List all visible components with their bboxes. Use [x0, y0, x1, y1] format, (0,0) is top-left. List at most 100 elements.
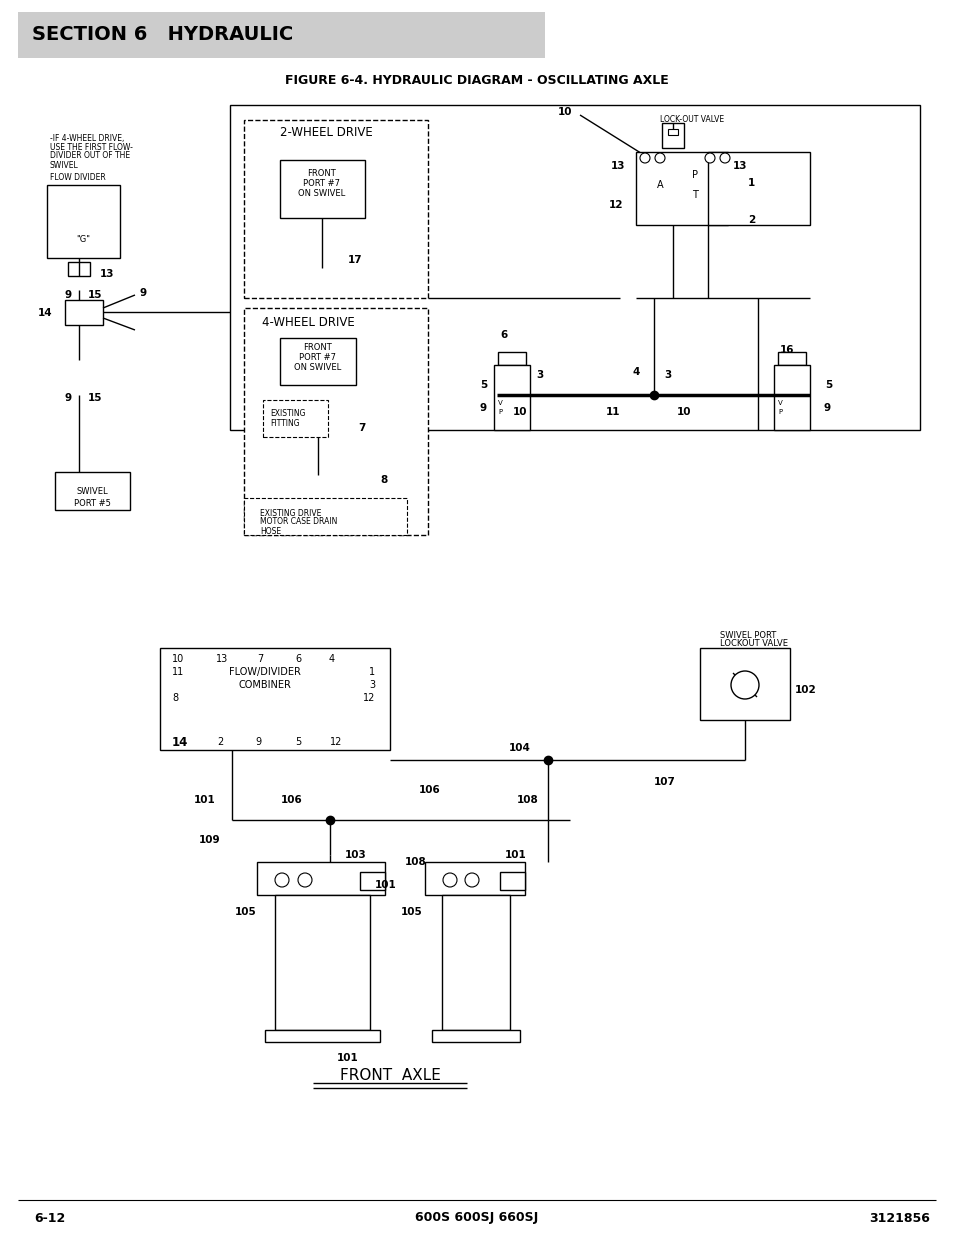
Circle shape [464, 873, 478, 887]
Text: FLOW/DIVIDER: FLOW/DIVIDER [229, 667, 300, 677]
Text: 10: 10 [512, 408, 527, 417]
Text: 12: 12 [330, 737, 342, 747]
Text: SWIVEL: SWIVEL [76, 488, 108, 496]
Text: HOSE: HOSE [260, 526, 281, 536]
Text: 5: 5 [479, 380, 486, 390]
Text: 10: 10 [557, 107, 572, 117]
Bar [700, 648, 789, 720]
Bar [497, 352, 525, 366]
Text: 9: 9 [823, 403, 830, 412]
Text: 106: 106 [418, 785, 440, 795]
Text: ON SWIVEL: ON SWIVEL [294, 363, 341, 373]
Text: FLOW DIVIDER: FLOW DIVIDER [50, 173, 106, 183]
Text: 109: 109 [199, 835, 220, 845]
Text: 13: 13 [610, 161, 624, 170]
Text: 9: 9 [140, 288, 147, 298]
Bar [244, 498, 407, 535]
Text: FITTING: FITTING [270, 420, 299, 429]
Text: 104: 104 [509, 743, 531, 753]
Bar [18, 12, 544, 58]
Bar [263, 400, 328, 437]
Text: 107: 107 [654, 777, 676, 787]
Text: 13: 13 [215, 655, 228, 664]
Circle shape [655, 153, 664, 163]
Text: 101: 101 [375, 881, 396, 890]
Text: 17: 17 [348, 254, 362, 266]
Text: 5: 5 [294, 737, 301, 747]
Text: 7: 7 [357, 424, 365, 433]
Text: 15: 15 [88, 393, 102, 403]
Text: 11: 11 [605, 408, 619, 417]
Text: 105: 105 [401, 906, 422, 918]
Bar [244, 308, 428, 535]
Bar [160, 648, 390, 750]
Text: 2-WHEEL DRIVE: 2-WHEEL DRIVE [280, 126, 373, 140]
Text: 10: 10 [172, 655, 184, 664]
Text: 3121856: 3121856 [868, 1212, 929, 1224]
Circle shape [704, 153, 714, 163]
Text: V: V [778, 400, 781, 406]
Text: 12: 12 [362, 693, 375, 703]
Text: 4-WHEEL DRIVE: 4-WHEEL DRIVE [262, 315, 355, 329]
Text: 9: 9 [65, 290, 71, 300]
Bar [274, 895, 370, 1030]
Text: 101: 101 [504, 850, 526, 860]
Text: 600S 600SJ 660SJ: 600S 600SJ 660SJ [415, 1212, 538, 1224]
Text: P: P [778, 409, 781, 415]
Text: EXISTING: EXISTING [270, 409, 305, 417]
Bar [65, 300, 103, 325]
Circle shape [274, 873, 289, 887]
Text: 3: 3 [536, 370, 543, 380]
Bar [280, 338, 355, 385]
Text: 5: 5 [824, 380, 831, 390]
Bar [667, 128, 678, 135]
Text: 9: 9 [65, 393, 71, 403]
Text: 8: 8 [172, 693, 178, 703]
Text: 4: 4 [632, 367, 639, 377]
Text: SWIVEL PORT: SWIVEL PORT [720, 631, 776, 640]
Text: 6-12: 6-12 [34, 1212, 66, 1224]
Bar [441, 895, 510, 1030]
Text: 6: 6 [499, 330, 507, 340]
Text: 2: 2 [747, 215, 755, 225]
Bar [47, 185, 120, 258]
Text: 6: 6 [294, 655, 301, 664]
Text: LOCKOUT VALVE: LOCKOUT VALVE [720, 640, 787, 648]
Circle shape [730, 671, 759, 699]
Text: 101: 101 [193, 795, 215, 805]
Text: 103: 103 [345, 850, 366, 860]
Circle shape [442, 873, 456, 887]
Bar [778, 352, 805, 366]
Text: SWIVEL: SWIVEL [50, 161, 79, 169]
Text: 8: 8 [379, 475, 387, 485]
Text: 4: 4 [329, 655, 335, 664]
Text: 11: 11 [172, 667, 184, 677]
Bar [244, 120, 428, 298]
Bar [773, 366, 809, 430]
Text: DIVIDER OUT OF THE: DIVIDER OUT OF THE [50, 152, 130, 161]
Text: A: A [656, 180, 662, 190]
Bar [636, 152, 727, 225]
Bar [707, 152, 809, 225]
Bar [280, 161, 365, 219]
Bar [359, 872, 385, 890]
Text: 3: 3 [369, 680, 375, 690]
Circle shape [639, 153, 649, 163]
Text: 1: 1 [747, 178, 755, 188]
Text: P: P [691, 170, 698, 180]
Text: 15: 15 [88, 290, 102, 300]
Text: 9: 9 [479, 403, 486, 412]
Text: T: T [691, 190, 698, 200]
Text: 13: 13 [100, 269, 114, 279]
Text: LOCK-OUT VALVE: LOCK-OUT VALVE [659, 116, 723, 125]
Text: 7: 7 [256, 655, 263, 664]
Text: 108: 108 [405, 857, 426, 867]
Bar [265, 1030, 379, 1042]
Bar [230, 105, 919, 430]
Text: PORT #7: PORT #7 [303, 179, 340, 189]
Text: 12: 12 [608, 200, 622, 210]
Text: COMBINER: COMBINER [238, 680, 291, 690]
Bar [494, 366, 530, 430]
Text: P: P [497, 409, 501, 415]
Text: 16: 16 [780, 345, 794, 354]
